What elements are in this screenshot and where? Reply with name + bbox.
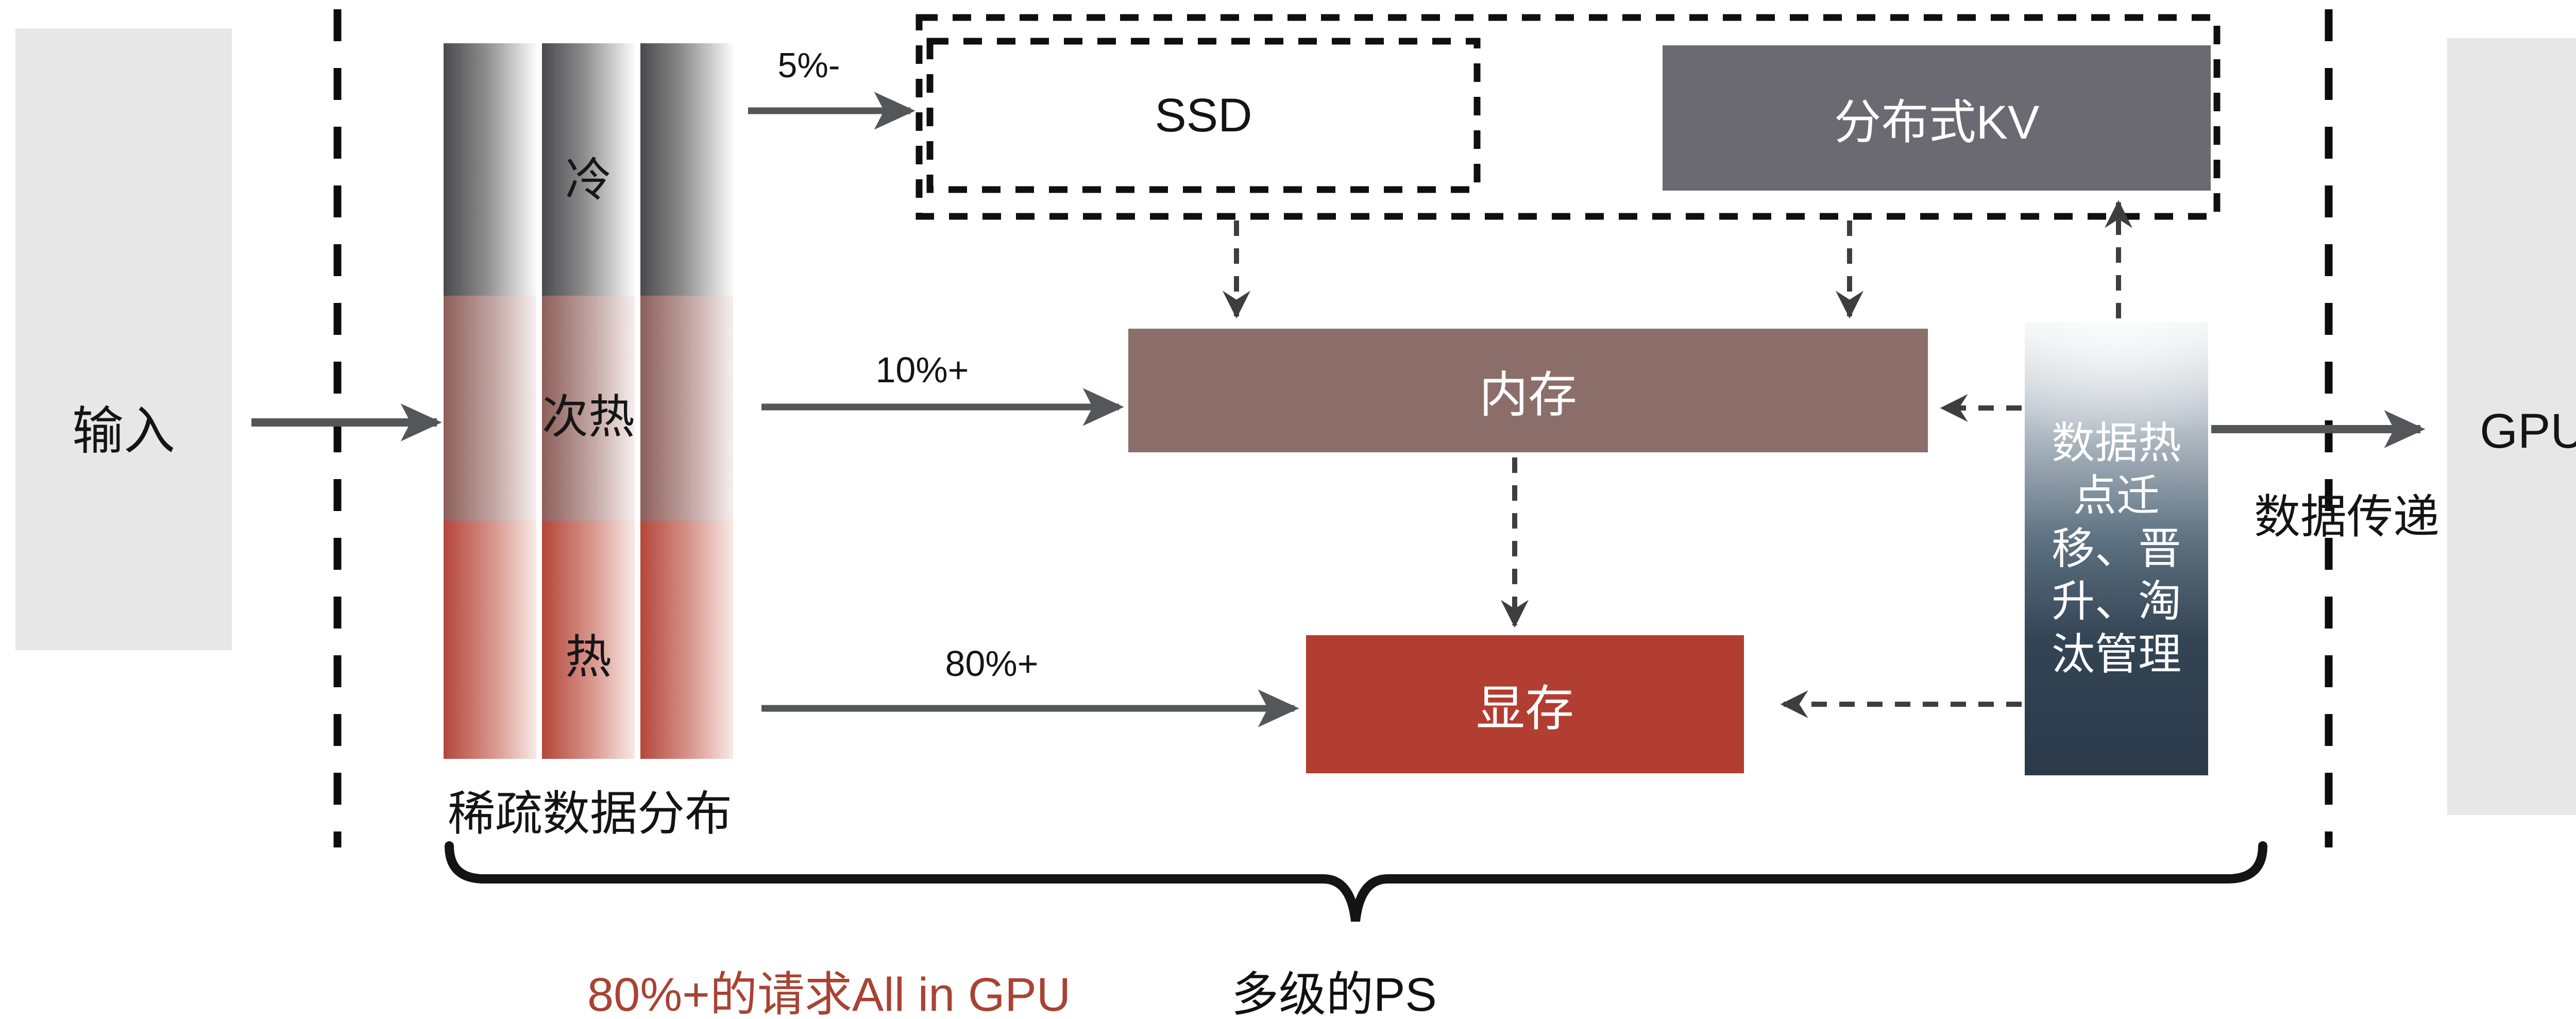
hotspot-management-box: 数据热 点迁 移、晋 升、淘 汰管理 [2025,322,2208,775]
ssd-box-border [926,38,1481,193]
warm-segment [640,296,733,521]
flow-label-10pct: 10%+ [875,350,969,390]
hotspot-line: 点迁 [2073,471,2160,520]
flow-label-5pct: 5%- [777,46,840,85]
bar-label-hot: 热 [565,632,612,683]
gpu-compute-box: GPU计算 [2447,38,2576,815]
cold-segment [640,43,733,296]
ssd-box-label: SSD [1155,89,1252,142]
cold-segment [444,43,536,296]
input-box: 输入 [15,28,232,650]
distribution-bar [542,43,635,759]
footer-multilevel-ps: 多级的PS [1231,969,1437,1019]
hotspot-line: 升、淘 [2051,577,2181,626]
hot-segment [444,521,536,759]
hot-segment [542,521,635,759]
multilevel-ps-brace [445,841,2267,922]
offload-tier-dashed-container [916,14,2221,220]
warm-segment [444,296,536,521]
hot-segment [640,521,733,759]
cold-segment [542,43,635,296]
sparse-distribution-bars: 冷 次热 热 [444,43,733,759]
warm-segment [542,296,635,521]
hotspot-line: 汰管理 [2051,630,2181,678]
hotspot-line: 移、晋 [2051,524,2181,573]
flow-label-80pct: 80%+ [945,643,1039,684]
vram-box: 显存 [1306,635,1744,773]
sparse-distribution-caption: 稀疏数据分布 [447,788,732,840]
memory-box: 内存 [1128,329,1928,452]
distribution-bar [444,43,536,759]
footer-highlight-80pct-gpu: 80%+的请求All in GPU [587,969,1071,1019]
hotspot-line: 数据热 [2051,418,2181,467]
data-transfer-label: 数据传递 [2254,491,2439,543]
input-label: 输入 [72,402,175,460]
bar-label-warm: 次热 [542,392,635,443]
bar-label-cold: 冷 [565,155,612,206]
distribution-bar [640,43,733,759]
distributed-kv-box: 分布式KV [1663,45,2211,191]
